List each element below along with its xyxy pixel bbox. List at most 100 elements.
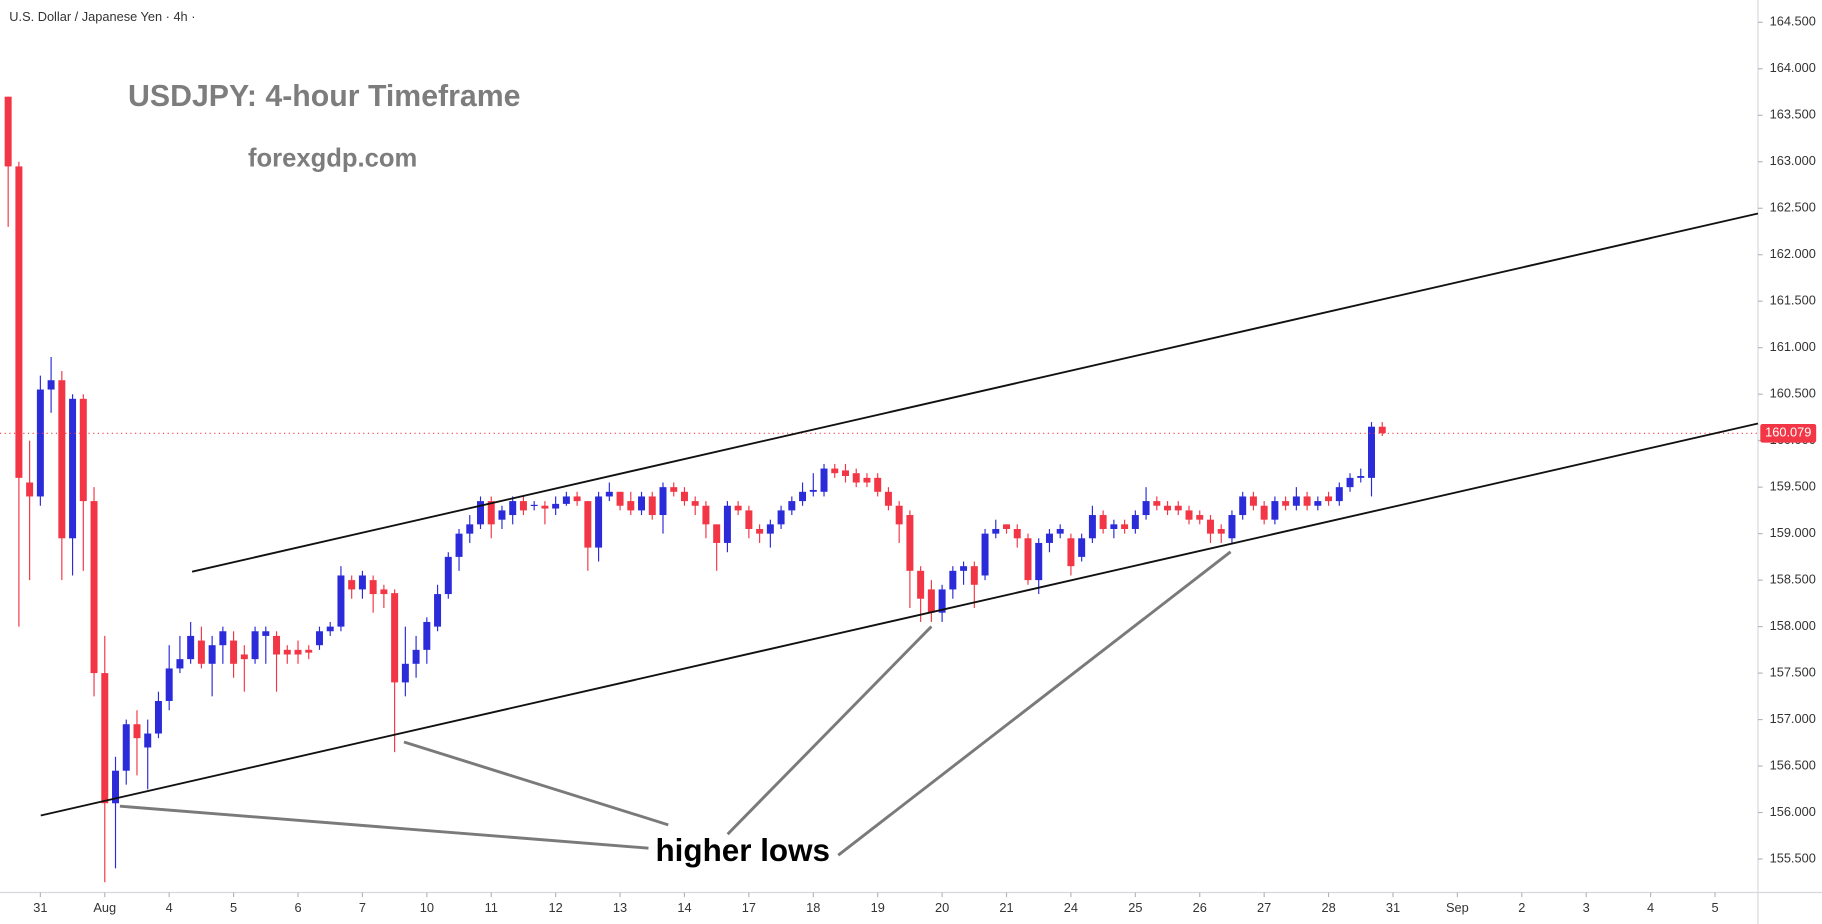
candle-body [573, 496, 581, 502]
pointer-line [119, 804, 649, 850]
candle-body [766, 524, 774, 534]
candle-body [112, 770, 120, 804]
candle-body [79, 398, 87, 502]
y-tick-label: 162.500 [1770, 200, 1816, 215]
y-tick-label: 163.500 [1770, 107, 1816, 122]
candle-body [648, 496, 656, 516]
candle-body [133, 724, 141, 739]
candle-body [348, 580, 356, 590]
x-tick-label: 12 [549, 900, 563, 915]
candle-body [1346, 477, 1354, 488]
candle-body [487, 501, 495, 525]
candle-body [595, 496, 603, 548]
candle-body [477, 501, 484, 525]
x-tick-label: Aug [93, 900, 116, 915]
candle-body [960, 566, 968, 571]
candle-body [498, 510, 506, 520]
pointer-line [837, 550, 1232, 857]
candle-body [1078, 538, 1086, 557]
candle-body [187, 635, 195, 660]
candle-body [1292, 496, 1300, 506]
candle-body [466, 524, 474, 534]
candle-body [90, 501, 98, 674]
y-tick-label: 162.000 [1770, 246, 1816, 261]
candle-body [1121, 524, 1129, 529]
candle-body [680, 491, 688, 502]
y-tick-label: 159.500 [1770, 479, 1816, 494]
candle-body [906, 515, 914, 571]
x-tick-label: 19 [871, 900, 885, 915]
x-tick-label: 28 [1321, 900, 1335, 915]
candle-body [1260, 505, 1268, 520]
candle-body [1131, 515, 1139, 529]
symbol-header: U.S. Dollar / Japanese Yen · 4h · [9, 9, 195, 24]
annotation-pointers [119, 550, 1232, 857]
candle-body [273, 635, 281, 655]
y-tick-label: 159.000 [1770, 525, 1816, 540]
candle-body [788, 501, 796, 511]
lower-trendline [40, 422, 1759, 817]
candle-body [391, 593, 399, 683]
x-tick-label: 4 [166, 900, 173, 915]
y-tick-label: 156.500 [1770, 757, 1816, 772]
candle-body [1056, 528, 1064, 534]
candle-body [992, 528, 1000, 534]
y-tick-label: 157.000 [1770, 711, 1816, 726]
y-tick-label: 157.500 [1770, 664, 1816, 679]
x-tick-label: 21 [999, 900, 1013, 915]
candle-body [69, 398, 77, 539]
candle-body [230, 640, 238, 664]
x-tick-label: 3 [1583, 900, 1590, 915]
candle-body [380, 589, 388, 595]
x-tick-label: 13 [613, 900, 627, 915]
candle-body [949, 570, 957, 590]
y-tick-label: 158.500 [1770, 572, 1816, 587]
candle-body [820, 468, 828, 492]
candle-body [1067, 538, 1075, 567]
candle-body [1217, 528, 1225, 534]
candle-body [176, 659, 184, 669]
candle-body [1088, 515, 1096, 539]
candle-body [723, 505, 731, 543]
candle-body [197, 640, 205, 664]
pointer-line [726, 625, 933, 836]
candle-body [36, 389, 44, 497]
candle-body [423, 621, 431, 650]
candle-body [1110, 524, 1118, 529]
candle-body [1142, 501, 1150, 516]
chart-subtitle: forexgdp.com [248, 145, 417, 173]
candle-body [734, 505, 742, 511]
candle-body [1024, 538, 1032, 581]
candle-body [702, 505, 710, 525]
annotation-text: higher lows [655, 833, 830, 868]
plot-area [0, 96, 1758, 883]
candle-body [165, 668, 173, 701]
y-tick-label: 161.500 [1770, 293, 1816, 308]
x-tick-label: 31 [1386, 900, 1400, 915]
candle-body [1174, 505, 1182, 511]
x-tick-label: 27 [1257, 900, 1271, 915]
candle-body [1185, 510, 1193, 520]
candle-body [315, 631, 323, 646]
candle-body [670, 487, 678, 492]
candle-body [659, 487, 667, 516]
y-tick-label: 163.000 [1770, 153, 1816, 168]
x-tick-label: 18 [806, 900, 820, 915]
candle-body [251, 631, 259, 660]
candle-body [1013, 528, 1021, 539]
x-tick-label: 14 [677, 900, 691, 915]
x-tick-label: 24 [1064, 900, 1078, 915]
candle-body [1206, 519, 1214, 534]
candle-body [584, 501, 592, 548]
candle-body [616, 491, 624, 506]
x-tick-label: 11 [485, 900, 498, 915]
candle-body [1153, 501, 1161, 506]
candle-body [713, 524, 721, 543]
x-tick-label: 7 [359, 900, 366, 915]
candle-body [1099, 515, 1107, 529]
candle-body [1325, 496, 1333, 502]
candle-body [412, 649, 420, 664]
